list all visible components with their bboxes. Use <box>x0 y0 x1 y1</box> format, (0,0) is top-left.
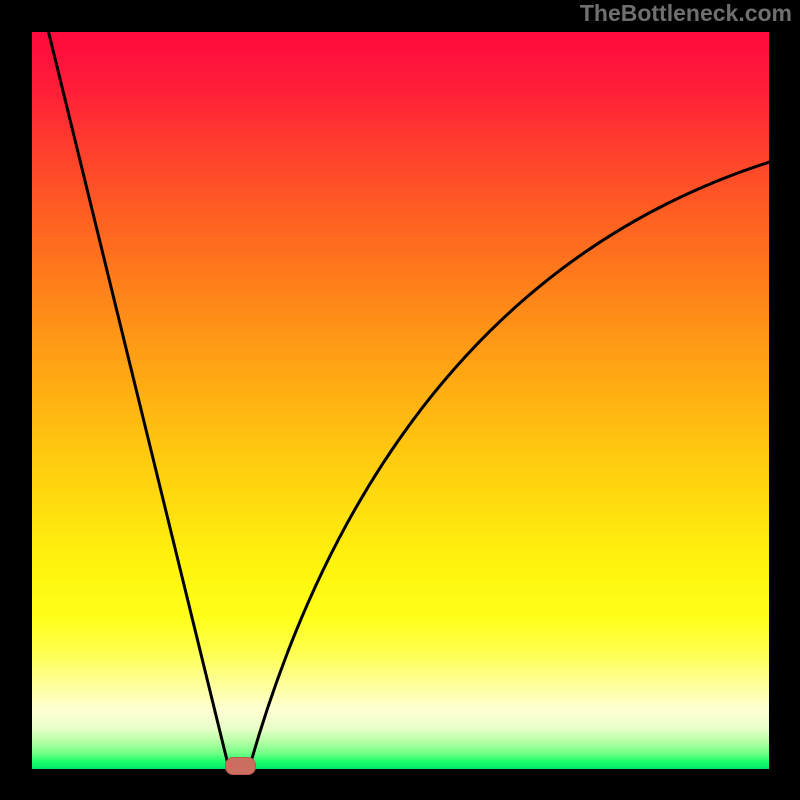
figure: TheBottleneck.com <box>0 0 800 800</box>
plot-area-gradient <box>32 32 769 769</box>
watermark-text: TheBottleneck.com <box>580 0 792 27</box>
minimum-marker <box>225 757 256 775</box>
